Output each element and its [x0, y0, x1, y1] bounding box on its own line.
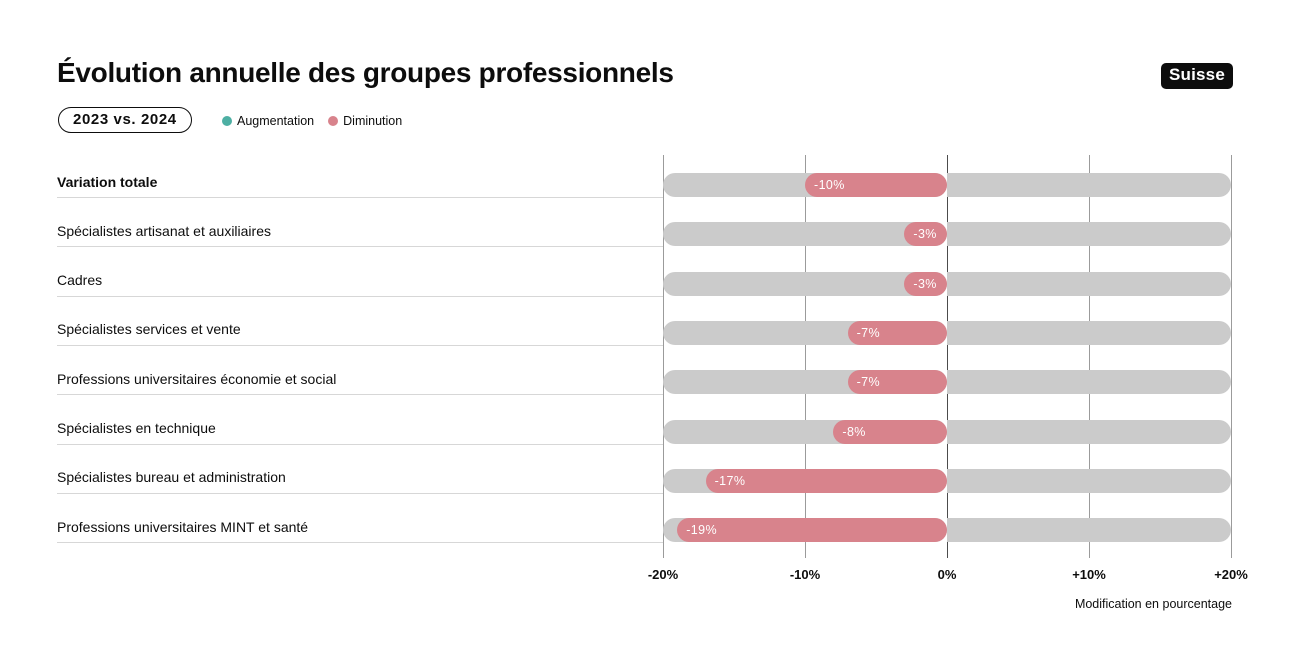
track-positive [947, 173, 1231, 197]
value-bar[interactable]: -8% [833, 419, 947, 444]
legend-item-diminution: Diminution [328, 114, 402, 128]
row-label: Spécialistes artisanat et auxiliaires [57, 215, 663, 248]
track-positive [947, 370, 1231, 395]
row-label: Professions universitaires MINT et santé [57, 511, 663, 544]
bar-value-label: -3% [913, 227, 937, 242]
row-label: Spécialistes bureau et administration [57, 462, 663, 494]
gridline--10% [805, 155, 806, 558]
gridline-+10% [1089, 155, 1090, 558]
x-tick-label: -10% [789, 567, 821, 582]
track-positive [947, 222, 1231, 247]
x-tick-label: +10% [1072, 567, 1106, 582]
bar-value-label: -8% [842, 424, 866, 439]
track-positive [947, 271, 1231, 296]
legend-label: Augmentation [237, 114, 315, 128]
period-badge: 2023 vs. 2024 [58, 107, 192, 133]
track-positive [947, 320, 1231, 345]
row-label: Variation totale [57, 166, 663, 198]
value-bar[interactable]: -7% [847, 320, 947, 345]
bar-value-label: -3% [913, 276, 937, 291]
bar-value-label: -19% [686, 523, 717, 538]
x-tick-label: 0% [937, 567, 957, 582]
row-label: Professions universitaires économie et s… [57, 363, 663, 396]
legend-label: Diminution [343, 114, 403, 128]
x-tick-label: -20% [647, 567, 679, 582]
decrease-dot-icon [328, 116, 339, 126]
track-positive [947, 419, 1231, 444]
value-bar[interactable]: -3% [904, 222, 947, 247]
track-positive [947, 518, 1231, 543]
value-bar[interactable]: -3% [904, 271, 947, 296]
x-tick-label: +20% [1214, 567, 1248, 582]
row-label: Cadres [57, 265, 663, 297]
x-axis-title: Modification en pourcentage [1074, 597, 1232, 611]
bar-value-label: -10% [814, 178, 845, 192]
track-negative [663, 271, 947, 296]
gridline-+20% [1231, 155, 1232, 558]
bar-value-label: -17% [714, 473, 746, 488]
country-badge: Suisse [1160, 63, 1233, 89]
gridline-0% [947, 155, 949, 558]
bar-value-label: -7% [856, 325, 881, 340]
row-label: Spécialistes services et vente [57, 314, 663, 346]
row-label: Spécialistes en technique [57, 413, 663, 445]
page-title: Évolution annuelle des groupes professio… [57, 57, 674, 88]
legend-item-augmentation: Augmentation [222, 114, 314, 128]
track-positive [947, 468, 1231, 493]
value-bar[interactable]: -19% [677, 518, 947, 543]
value-bar[interactable]: -10% [805, 173, 947, 197]
gridline--20% [663, 155, 664, 558]
value-bar[interactable]: -7% [847, 370, 947, 395]
track-negative [663, 222, 947, 247]
value-bar[interactable]: -17% [705, 468, 947, 493]
legend: Augmentation Diminution [222, 114, 402, 128]
increase-dot-icon [222, 116, 232, 126]
bar-value-label: -7% [856, 375, 881, 390]
